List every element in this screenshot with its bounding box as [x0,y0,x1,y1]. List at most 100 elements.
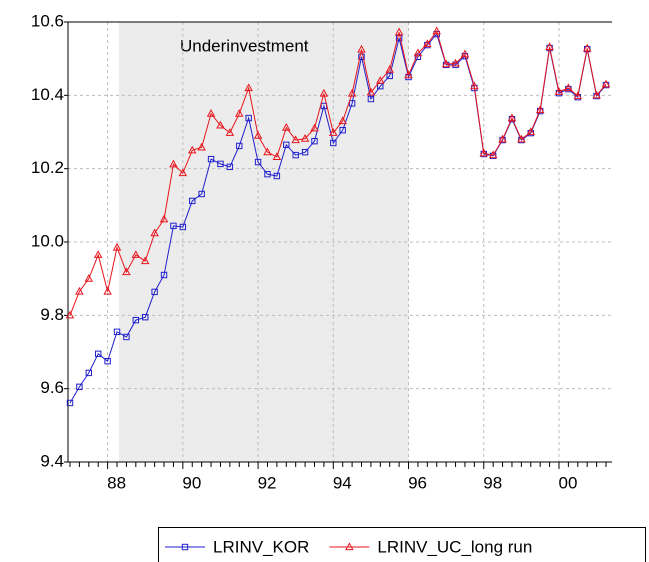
data-point [330,139,337,147]
data-point [460,49,470,58]
data-point [488,150,498,159]
y-tick-label: 10.0 [31,231,64,250]
data-point [338,116,347,125]
x-tick-label: 88 [107,473,126,492]
y-tick-label: 9.8 [40,305,64,324]
data-point [93,250,103,258]
data-point [498,134,507,143]
legend-label: LRINV_UC_long run [377,537,532,556]
data-point [197,142,206,151]
data-point [470,81,479,90]
data-point [76,383,83,391]
data-point [236,142,243,150]
data-point [292,151,299,159]
data-point [66,399,74,407]
y-tick-label: 9.6 [40,378,64,397]
data-point [235,109,244,117]
shaded-region [119,22,409,462]
data-point [329,128,338,136]
data-point [189,197,196,205]
data-point [273,172,281,180]
legend-label: LRINV_KOR [213,537,309,556]
data-point [150,228,159,237]
data-point [244,83,253,92]
data-point [217,160,224,168]
data-point [112,242,122,251]
x-tick-label: 92 [258,473,277,492]
data-point [517,134,526,143]
x-tick-label: 90 [182,473,201,492]
data-point [310,123,319,132]
data-point [394,27,404,36]
legend-marker [345,542,354,551]
data-point [291,135,300,144]
data-point [348,100,356,107]
data-point [301,148,309,156]
data-point [104,357,111,365]
data-point [123,333,130,341]
y-tick-label: 10.2 [31,158,64,177]
data-point [75,286,84,295]
data-point [95,350,102,358]
data-point [65,310,75,319]
data-point [507,113,517,122]
data-point [601,79,611,88]
data-point [142,313,149,321]
data-point [311,137,318,145]
data-point [545,42,554,51]
data-point [207,155,215,163]
data-point [282,122,291,131]
data-point [357,44,366,53]
data-point [160,271,168,279]
legend-box [158,527,646,562]
data-point [113,328,121,336]
x-tick-label: 00 [559,473,578,492]
data-point [564,83,573,92]
data-point [367,95,375,103]
data-point [386,72,393,80]
x-tick-label: 94 [333,473,352,492]
data-point [159,214,169,223]
data-point [347,88,357,97]
data-point [264,170,271,178]
data-point [131,250,141,258]
series-line [69,30,607,316]
data-point [206,109,216,117]
data-point [423,39,432,48]
data-point [413,48,423,57]
data-point [84,274,94,282]
data-point [300,133,310,142]
data-point [573,91,583,100]
data-point [441,59,451,68]
data-point [395,34,403,42]
data-point [592,90,601,99]
data-point [283,141,290,149]
data-point [151,288,158,296]
data-point [254,158,262,166]
data-point [85,369,93,377]
data-point [554,87,564,95]
data-point [376,76,385,84]
data-point [479,148,488,157]
data-point [385,65,394,73]
data-point [339,126,346,134]
data-point [272,152,282,161]
data-point [226,163,234,171]
annotation: Underinvestment [180,36,309,55]
data-point [404,70,413,79]
data-point [582,43,592,52]
data-point [170,222,177,230]
data-point [526,127,536,136]
x-tick-label: 96 [408,473,427,492]
data-point [451,58,460,67]
y-tick-label: 9.4 [40,451,64,470]
data-point [169,159,178,168]
data-point [140,256,150,265]
data-point [358,53,365,61]
data-point [198,190,205,198]
data-point [216,120,225,129]
y-tick-label: 10.4 [31,85,64,104]
data-point [178,168,188,177]
x-tick-label: 98 [483,473,502,492]
